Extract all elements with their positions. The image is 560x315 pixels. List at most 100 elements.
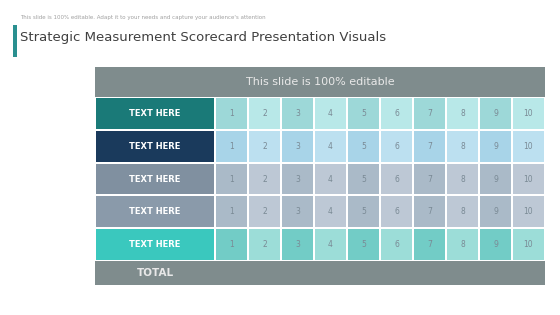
Bar bbox=[216, 196, 247, 227]
Text: TEXT HERE: TEXT HERE bbox=[129, 207, 181, 216]
Text: 6: 6 bbox=[394, 109, 399, 118]
Text: 10: 10 bbox=[524, 175, 533, 184]
Bar bbox=[13, 25, 17, 57]
Bar bbox=[513, 98, 544, 129]
Text: 8: 8 bbox=[460, 142, 465, 151]
Bar bbox=[348, 163, 379, 194]
Text: 6: 6 bbox=[394, 142, 399, 151]
Text: 4: 4 bbox=[328, 240, 333, 249]
Bar bbox=[282, 229, 313, 260]
Bar bbox=[96, 163, 214, 194]
Bar bbox=[414, 163, 445, 194]
Bar bbox=[216, 98, 247, 129]
Text: 3: 3 bbox=[295, 240, 300, 249]
Text: 9: 9 bbox=[493, 240, 498, 249]
Bar bbox=[249, 98, 280, 129]
Text: TEXT HERE: TEXT HERE bbox=[129, 142, 181, 151]
Text: 6: 6 bbox=[394, 240, 399, 249]
Text: 4: 4 bbox=[328, 142, 333, 151]
Bar bbox=[480, 131, 511, 162]
Text: 1: 1 bbox=[229, 109, 234, 118]
Text: 5: 5 bbox=[361, 207, 366, 216]
Bar bbox=[513, 131, 544, 162]
Text: 7: 7 bbox=[427, 207, 432, 216]
Text: 4: 4 bbox=[328, 175, 333, 184]
Bar bbox=[249, 229, 280, 260]
Bar bbox=[447, 196, 478, 227]
Text: 5: 5 bbox=[361, 142, 366, 151]
Bar bbox=[447, 163, 478, 194]
Bar bbox=[513, 229, 544, 260]
Bar bbox=[216, 131, 247, 162]
Bar bbox=[96, 229, 214, 260]
Text: 9: 9 bbox=[493, 175, 498, 184]
Text: 7: 7 bbox=[427, 109, 432, 118]
Text: 2: 2 bbox=[262, 142, 267, 151]
Bar bbox=[447, 98, 478, 129]
Text: 2: 2 bbox=[262, 207, 267, 216]
Text: 8: 8 bbox=[460, 207, 465, 216]
Text: This slide is 100% editable: This slide is 100% editable bbox=[246, 77, 394, 87]
Text: This slide is 100% editable. Adapt it to your needs and capture your audience's : This slide is 100% editable. Adapt it to… bbox=[20, 14, 265, 20]
Text: 6: 6 bbox=[394, 175, 399, 184]
Bar bbox=[381, 131, 412, 162]
Text: 8: 8 bbox=[460, 109, 465, 118]
Text: TOTAL: TOTAL bbox=[137, 268, 174, 278]
Text: TEXT HERE: TEXT HERE bbox=[129, 175, 181, 184]
Bar bbox=[315, 229, 346, 260]
Bar bbox=[381, 229, 412, 260]
Text: 3: 3 bbox=[295, 142, 300, 151]
Bar bbox=[249, 163, 280, 194]
Bar bbox=[348, 196, 379, 227]
Text: 7: 7 bbox=[427, 240, 432, 249]
Text: 2: 2 bbox=[262, 175, 267, 184]
Bar bbox=[249, 196, 280, 227]
Bar bbox=[95, 67, 545, 97]
Bar bbox=[216, 163, 247, 194]
Text: 9: 9 bbox=[493, 207, 498, 216]
Text: 3: 3 bbox=[295, 207, 300, 216]
Text: 8: 8 bbox=[460, 240, 465, 249]
Text: TEXT HERE: TEXT HERE bbox=[129, 240, 181, 249]
Text: 8: 8 bbox=[460, 175, 465, 184]
Bar bbox=[447, 229, 478, 260]
Bar bbox=[96, 131, 214, 162]
Bar bbox=[381, 98, 412, 129]
Text: 2: 2 bbox=[262, 240, 267, 249]
Text: 5: 5 bbox=[361, 175, 366, 184]
Bar bbox=[249, 131, 280, 162]
Text: 10: 10 bbox=[524, 240, 533, 249]
Bar bbox=[315, 163, 346, 194]
Text: 4: 4 bbox=[328, 207, 333, 216]
Bar bbox=[95, 261, 545, 285]
Bar bbox=[381, 196, 412, 227]
Text: Strategic Measurement Scorecard Presentation Visuals: Strategic Measurement Scorecard Presenta… bbox=[20, 31, 386, 43]
Bar bbox=[315, 196, 346, 227]
Bar bbox=[447, 131, 478, 162]
Bar bbox=[513, 163, 544, 194]
Bar bbox=[414, 196, 445, 227]
Text: TEXT HERE: TEXT HERE bbox=[129, 109, 181, 118]
Bar bbox=[480, 196, 511, 227]
Bar bbox=[414, 229, 445, 260]
Text: 7: 7 bbox=[427, 142, 432, 151]
Text: 6: 6 bbox=[394, 207, 399, 216]
Bar bbox=[480, 163, 511, 194]
Text: 10: 10 bbox=[524, 207, 533, 216]
Bar bbox=[315, 131, 346, 162]
Text: 1: 1 bbox=[229, 207, 234, 216]
Text: 7: 7 bbox=[427, 175, 432, 184]
Bar bbox=[282, 196, 313, 227]
Text: 3: 3 bbox=[295, 109, 300, 118]
Text: 5: 5 bbox=[361, 109, 366, 118]
Bar bbox=[414, 131, 445, 162]
Bar bbox=[348, 229, 379, 260]
Bar bbox=[216, 229, 247, 260]
Text: 2: 2 bbox=[262, 109, 267, 118]
Bar bbox=[480, 98, 511, 129]
Bar bbox=[282, 98, 313, 129]
Bar bbox=[348, 98, 379, 129]
Bar bbox=[96, 98, 214, 129]
Text: 9: 9 bbox=[493, 109, 498, 118]
Bar bbox=[315, 98, 346, 129]
